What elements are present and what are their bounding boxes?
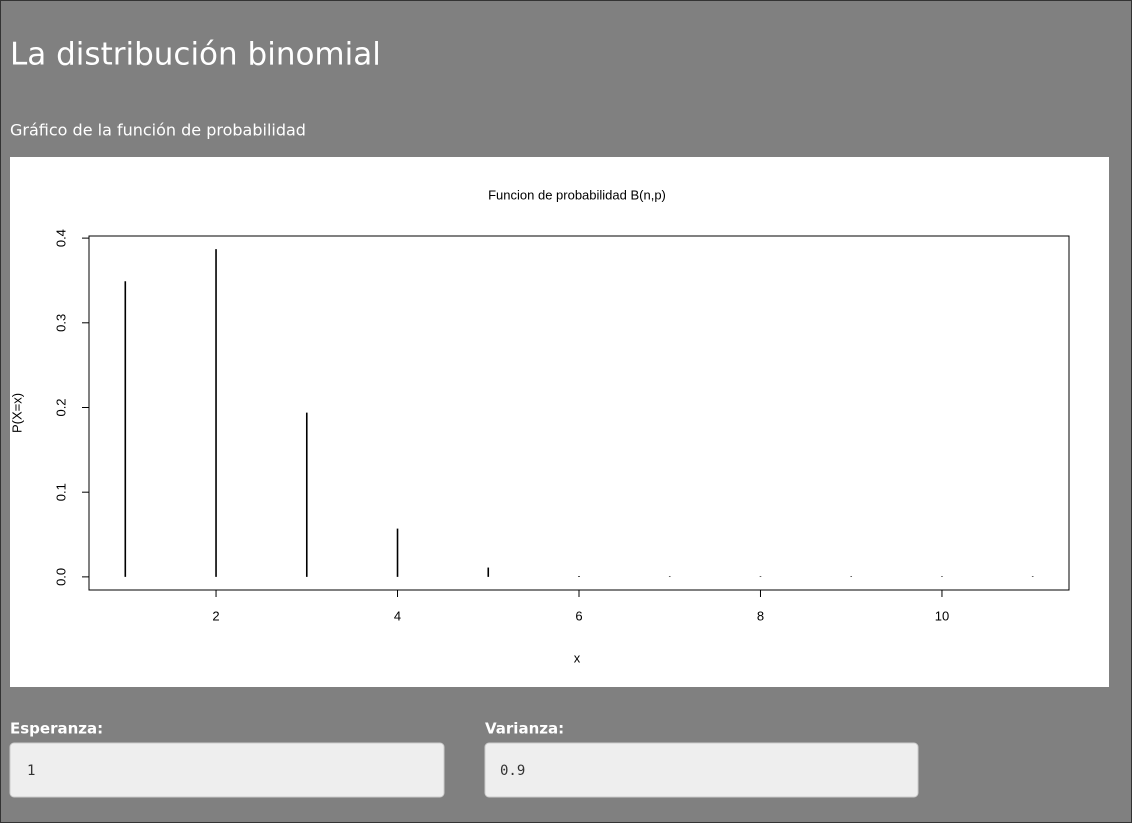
x-tick-label: 6 [575,608,582,623]
y-tick-label: 0.3 [53,314,68,332]
app-title: La distribución binomial [10,37,381,73]
x-tick-label: 8 [757,608,764,623]
y-axis-label: P(X=x) [9,393,24,433]
y-tick-label: 0.0 [53,568,68,586]
output-box [9,742,445,798]
x-tick-label: 10 [935,608,949,623]
y-tick-label: 0.2 [53,398,68,416]
chart-title: Funcion de probabilidad B(n,p) [488,187,666,202]
y-tick-label: 0.4 [53,229,68,247]
output-box [484,742,919,798]
output-value: 0.9 [500,763,525,779]
y-tick-label: 0.1 [53,483,68,501]
plot-heading: Gráfico de la función de probabilidad [10,121,306,140]
plot-panel [10,157,1109,687]
output-label: Varianza: [485,720,564,738]
output-value: 1 [27,763,35,779]
output-label: Esperanza: [10,720,103,738]
x-tick-label: 4 [394,608,401,623]
x-tick-label: 2 [212,608,219,623]
x-axis-label: x [574,650,581,665]
